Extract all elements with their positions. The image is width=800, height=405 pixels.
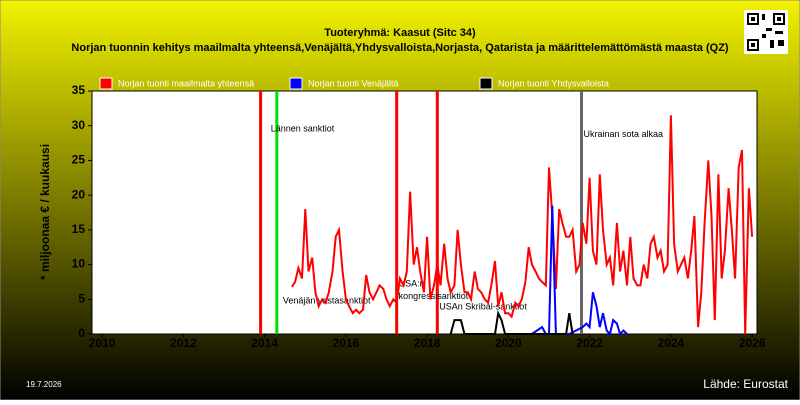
qr-code	[744, 10, 788, 54]
y-tick-label: 10	[72, 257, 86, 271]
x-tick-label: 2022	[576, 336, 603, 350]
x-tick-label: 2014	[251, 336, 278, 350]
legend-swatch	[479, 77, 493, 90]
y-tick-label: 5	[78, 291, 85, 305]
x-tick-label: 2020	[495, 336, 522, 350]
series-line	[531, 205, 628, 337]
x-tick-label: 2018	[414, 336, 441, 350]
annotation: Ukrainan sota alkaa	[584, 129, 664, 139]
legend-swatch	[289, 77, 303, 90]
series-line	[449, 309, 574, 335]
x-tick-label: 2024	[658, 336, 685, 350]
annotation: kongressisanktiot	[399, 291, 469, 301]
y-tick-label: 30	[72, 118, 86, 132]
annotation: USA:n	[399, 278, 425, 288]
y-axis-label: * miljoonaa € / kuukausi	[38, 144, 52, 280]
series-line	[291, 115, 754, 335]
legend-label: Norjan tuonti Venäjältä	[308, 78, 399, 88]
annotation: USAn Skribal-sanktiot	[439, 301, 527, 311]
plot-area	[91, 90, 758, 335]
chart-title: Tuoteryhmä: Kaasut (Sitc 34)	[324, 27, 476, 39]
y-tick-label: 35	[72, 83, 86, 97]
legend-label: Norjan tuonti Yhdysvalloista	[498, 78, 609, 88]
y-tick-label: 20	[72, 187, 86, 201]
date: 19.7.2026	[26, 380, 62, 389]
x-tick-label: 2010	[89, 336, 116, 350]
y-tick-label: 0	[78, 326, 85, 340]
source: Lähde: Eurostat	[703, 377, 788, 391]
legend-swatch	[99, 77, 113, 90]
x-tick-label: 2012	[170, 336, 197, 350]
y-tick-label: 25	[72, 153, 86, 167]
legend-label: Norjan tuonti maailmalta yhteensä	[118, 78, 254, 88]
chart-subtitle: Norjan tuonnin kehitys maailmalta yhteen…	[71, 42, 729, 54]
x-tick-label: 2026	[739, 336, 766, 350]
annotation: Lännen sanktiot	[271, 124, 335, 134]
y-tick-label: 15	[72, 222, 86, 236]
x-tick-label: 2016	[333, 336, 360, 350]
